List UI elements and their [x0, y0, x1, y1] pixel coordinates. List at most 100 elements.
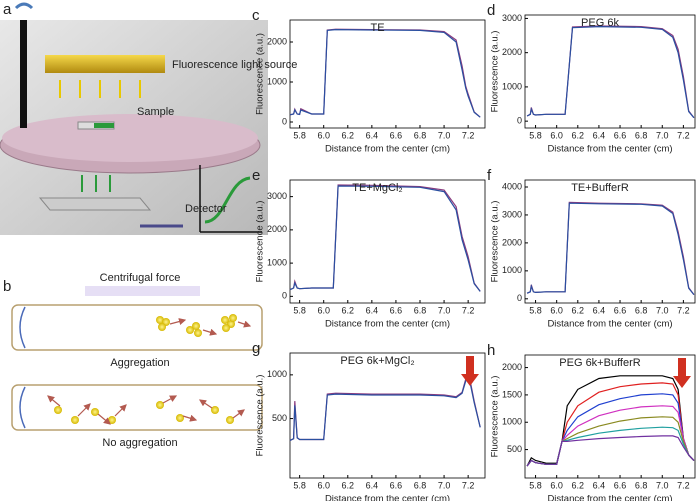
x-tick-label: 7.0: [438, 130, 451, 140]
y-axis-label: Fluorescence (a.u.): [490, 376, 501, 458]
x-tick-label: 6.4: [593, 305, 606, 315]
chart-title: PEG 6k: [581, 17, 619, 29]
label: Detector: [185, 203, 227, 215]
chart-title: PEG 6k+BufferR: [559, 357, 640, 369]
x-tick-label: 7.2: [462, 305, 475, 315]
x-tick-label: 7.0: [656, 305, 669, 315]
y-tick-label: 500: [507, 444, 522, 454]
rotation: [14, 2, 34, 10]
y-tick-label: 2000: [502, 362, 522, 372]
x-tick-label: 6.6: [614, 130, 627, 140]
x-tick-label: 7.0: [656, 130, 669, 140]
y-tick-label: 1000: [502, 417, 522, 427]
label: No aggregation: [102, 437, 177, 449]
label: Aggregation: [110, 357, 169, 369]
detector: [38, 197, 152, 211]
x-tick-label: 6.0: [550, 130, 563, 140]
y-tick-label: 3000: [502, 209, 522, 219]
plot-frame: [524, 14, 696, 129]
data-line: [289, 372, 481, 441]
y-tick-label: 2000: [502, 237, 522, 247]
chart-title: TE: [370, 22, 384, 34]
x-tick-label: 6.4: [366, 480, 379, 490]
y-tick-label: 1500: [502, 389, 522, 399]
y-tick-label: 2000: [267, 224, 287, 234]
data-line: [289, 28, 481, 118]
chart-title: TE+MgCl₂: [352, 182, 402, 194]
meniscus: [19, 306, 26, 349]
panel-label: a: [3, 1, 12, 18]
y-tick-label: 2000: [267, 36, 287, 46]
x-tick-label: 6.0: [550, 305, 563, 315]
data-line: [526, 25, 695, 119]
x-tick-label: 6.6: [614, 305, 627, 315]
x-tick-label: 6.6: [390, 305, 403, 315]
y-tick-label: 1000: [267, 76, 287, 86]
y-tick-label: 1000: [502, 265, 522, 275]
y-tick-label: 1000: [267, 257, 287, 267]
y-tick-label: 3000: [267, 191, 287, 201]
data-line: [526, 393, 695, 467]
x-axis-label: Distance from the center (cm): [325, 319, 450, 330]
motion-arrows: [169, 318, 252, 336]
x-tick-label: 6.4: [366, 130, 379, 140]
y-tick-label: 0: [282, 291, 287, 301]
x-tick-label: 5.8: [529, 130, 542, 140]
x-tick-label: 6.2: [342, 305, 355, 315]
x-tick-label: 7.2: [677, 130, 690, 140]
y-tick-label: 0: [517, 293, 522, 303]
panel-label: c: [252, 7, 260, 24]
sample-fill: [94, 123, 114, 128]
x-tick-label: 6.0: [317, 130, 330, 140]
highlight-arrow: [461, 356, 479, 386]
aggregates: [156, 314, 237, 337]
plot-frame: [289, 179, 486, 304]
y-axis-label: Fluorescence (a.u.): [490, 31, 501, 113]
x-tick-label: 5.8: [293, 305, 306, 315]
x-tick-label: 6.6: [614, 480, 627, 490]
x-tick-label: 6.6: [390, 480, 403, 490]
x-tick-label: 7.2: [462, 130, 475, 140]
x-tick-label: 6.0: [550, 480, 563, 490]
x-tick-label: 6.4: [593, 480, 606, 490]
data-line: [526, 435, 695, 467]
data-line: [289, 185, 481, 292]
x-axis-label: Distance from the center (cm): [547, 494, 672, 501]
data-line: [526, 382, 695, 467]
data-line: [289, 370, 481, 441]
label: Fluorescence light source: [172, 59, 297, 71]
y-tick-label: 1000: [267, 369, 287, 379]
plot-frame: [524, 354, 696, 479]
x-tick-label: 6.8: [635, 130, 648, 140]
signal-curve: [204, 176, 251, 224]
panel-label: d: [487, 2, 495, 19]
data-line: [289, 28, 481, 118]
panel-label: h: [487, 342, 495, 359]
highlight-arrow: [673, 358, 691, 388]
panel-label: g: [252, 340, 260, 357]
meniscus: [19, 386, 26, 429]
motion-arrows: [47, 395, 245, 425]
chart-title: PEG 6k+MgCl₂: [340, 355, 414, 367]
panel-a: a Fluorescence light source Sample Detec…: [0, 1, 297, 235]
x-tick-label: 6.8: [414, 480, 427, 490]
x-tick-label: 6.6: [390, 130, 403, 140]
x-tick-label: 6.8: [635, 480, 648, 490]
x-tick-label: 6.2: [342, 130, 355, 140]
x-axis-label: Distance from the center (cm): [547, 319, 672, 330]
panel-label: e: [252, 167, 260, 184]
x-tick-label: 7.0: [656, 480, 669, 490]
x-tick-label: 7.0: [438, 480, 451, 490]
tube: [11, 384, 263, 431]
y-tick-label: 0: [517, 116, 522, 126]
x-tick-label: 6.2: [572, 305, 585, 315]
data-line: [526, 426, 695, 467]
force-arrow: [85, 286, 200, 296]
emission-arrows: [81, 175, 111, 192]
data-line: [526, 416, 695, 467]
y-axis-label: Fluorescence (a.u.): [255, 375, 266, 457]
x-axis-label: Distance from the center (cm): [325, 144, 450, 155]
x-tick-label: 7.2: [677, 480, 690, 490]
x-tick-label: 5.8: [293, 130, 306, 140]
panel-b: b Centrifugal force Aggregation No aggre…: [3, 272, 263, 449]
